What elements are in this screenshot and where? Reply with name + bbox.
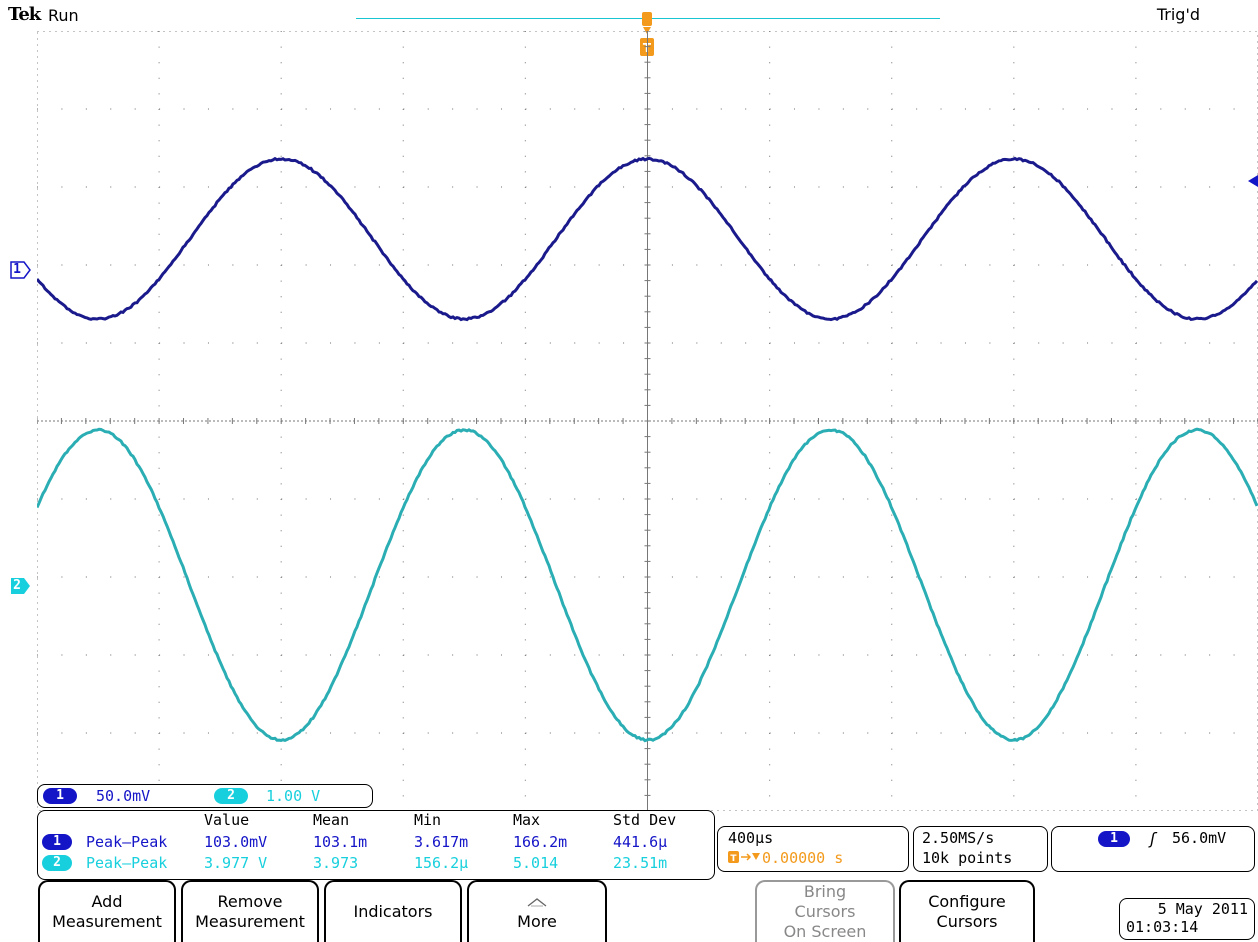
col-header-value: Value (204, 811, 249, 829)
row2-stddev: 23.51m (613, 854, 667, 872)
more-button[interactable]: More (467, 880, 607, 942)
row1-ch-badge: 1 (42, 834, 72, 850)
ch1-badge: 1 (43, 788, 77, 804)
status-bar: Tek Run Trig'd (0, 0, 1258, 30)
trigger-slope-icon: ʃ (1148, 829, 1158, 848)
chevron-up-icon (527, 897, 547, 907)
horizontal-scale: 400µs (728, 829, 773, 847)
horizontal-position: T 0.00000 s (728, 849, 843, 867)
ch2-badge: 2 (214, 788, 248, 804)
record-length: 10k points (922, 849, 1012, 867)
measurements-table[interactable]: Value Mean Min Max Std Dev 1 Peak–Peak 1… (37, 810, 715, 880)
row1-type: Peak–Peak (86, 833, 167, 851)
remove-measurement-button[interactable]: Remove Measurement (181, 880, 319, 942)
trigger-source-badge: 1 (1098, 831, 1130, 847)
ch1-scale: 50.0mV (96, 787, 150, 805)
timebase-readout[interactable]: 400µs T 0.00000 s (717, 826, 909, 872)
bring-cursors-on-screen-button[interactable]: Bring Cursors On Screen (755, 880, 895, 942)
row2-min: 156.2µ (414, 854, 468, 872)
indicators-button[interactable]: Indicators (324, 880, 462, 942)
trigger-status: Trig'd (1157, 5, 1200, 24)
row1-stddev: 441.6µ (613, 833, 667, 851)
col-header-mean: Mean (313, 811, 349, 829)
col-header-max: Max (513, 811, 540, 829)
channel-scale-readout[interactable]: 1 50.0mV 2 1.00 V (37, 784, 373, 808)
acquisition-state: Run (48, 6, 79, 25)
row2-mean: 3.973 (313, 854, 358, 872)
date: 5 May 2011 (1158, 900, 1248, 918)
ch2-scale: 1.00 V (266, 787, 320, 805)
row1-max: 166.2m (513, 833, 567, 851)
graticule (37, 31, 1258, 811)
svg-text:T: T (730, 854, 737, 864)
row2-max: 5.014 (513, 854, 558, 872)
brand-logo: Tek (8, 4, 40, 25)
add-measurement-button[interactable]: Add Measurement (38, 880, 176, 942)
trigger-offset-icon: T (728, 850, 762, 864)
ch1-ground-marker[interactable]: 1 (10, 261, 30, 279)
col-header-min: Min (414, 811, 441, 829)
trigger-level: 56.0mV (1172, 829, 1226, 847)
datetime-readout: 5 May 2011 01:03:14 (1119, 898, 1255, 940)
col-header-stddev: Std Dev (613, 811, 676, 829)
sample-rate: 2.50MS/s (922, 829, 994, 847)
row1-min: 3.617m (414, 833, 468, 851)
ch1-trigger-level-arrow (1248, 175, 1258, 187)
configure-cursors-button[interactable]: Configure Cursors (899, 880, 1035, 942)
row2-type: Peak–Peak (86, 854, 167, 872)
row1-mean: 103.1m (313, 833, 367, 851)
row1-value: 103.0mV (204, 833, 267, 851)
time: 01:03:14 (1126, 918, 1198, 936)
trigger-readout[interactable]: 1 ʃ 56.0mV (1051, 826, 1255, 872)
acquisition-readout[interactable]: 2.50MS/s 10k points (913, 826, 1048, 872)
row2-ch-badge: 2 (42, 855, 72, 871)
ch2-ground-marker[interactable]: 2 (10, 577, 30, 595)
row2-value: 3.977 V (204, 854, 267, 872)
